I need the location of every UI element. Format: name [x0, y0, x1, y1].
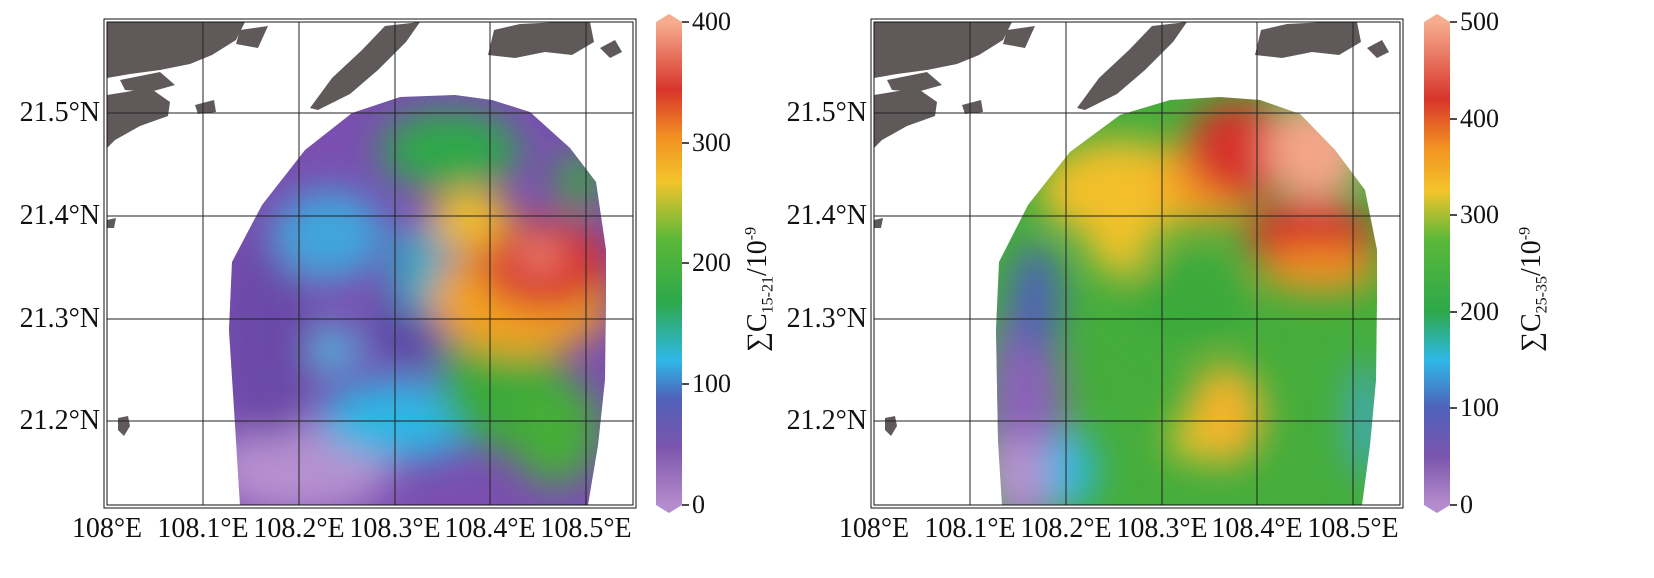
- map-right: [870, 14, 1457, 513]
- coastline-land-left: [107, 22, 622, 436]
- lat-label: 21.4°N: [19, 200, 100, 231]
- colorbar-right-bottom-arrow: [1424, 505, 1450, 513]
- lon-label: 108.4°E: [1211, 513, 1303, 544]
- colorbar-left-bottom-arrow: [656, 505, 682, 513]
- lon-label: 108.4°E: [444, 513, 536, 544]
- colorbar-left-ticks: [682, 21, 689, 506]
- colorbar-right-ticks: [1450, 21, 1457, 506]
- colorbar-tick-label: 200: [692, 248, 731, 277]
- colorbar-left-top-arrow: [656, 14, 682, 22]
- lat-label: 21.3°N: [786, 303, 867, 334]
- lon-label: 108.5°E: [540, 513, 632, 544]
- colorbar-tick-label: 200: [1460, 297, 1499, 326]
- colorbar-tick-label: 0: [692, 490, 705, 519]
- map-panel-right: 21.5°N 21.4°N 21.3°N 21.2°N 108°E 108.1°…: [770, 0, 1654, 578]
- colorbar-tick-label: 0: [1460, 490, 1473, 519]
- lon-label: 108.2°E: [253, 513, 345, 544]
- colorbar-tick-label: 400: [692, 7, 731, 36]
- colorbar-tick-label: 500: [1460, 7, 1499, 36]
- lon-label: 108.3°E: [349, 513, 441, 544]
- colorbar-tick-label: 100: [1460, 393, 1499, 422]
- colorbar-right-top-arrow: [1424, 14, 1450, 22]
- lon-label: 108°E: [838, 513, 910, 544]
- lon-label: 108.1°E: [924, 513, 1016, 544]
- map-grid-right: [874, 22, 1400, 505]
- lon-label: 108.3°E: [1116, 513, 1208, 544]
- lat-label: 21.3°N: [19, 303, 100, 334]
- lat-label: 21.2°N: [19, 405, 100, 436]
- concentration-field-left: [107, 22, 633, 505]
- coastline-land-right: [874, 22, 1389, 436]
- colorbar-tick-label: 100: [692, 369, 731, 398]
- lat-label: 21.5°N: [19, 97, 100, 128]
- lat-label: 21.4°N: [786, 200, 867, 231]
- lat-label: 21.5°N: [786, 97, 867, 128]
- colorbar-right: [1424, 22, 1450, 505]
- lon-label: 108.5°E: [1307, 513, 1399, 544]
- map-left: [103, 14, 689, 513]
- map-frame-right: [870, 18, 1404, 509]
- map-frame-left: [103, 18, 637, 509]
- lon-label: 108°E: [71, 513, 143, 544]
- map-panel-left: 21.5°N 21.4°N 21.3°N 21.2°N 108°E 108.1°…: [0, 0, 800, 578]
- colorbar-tick-label: 300: [692, 128, 731, 157]
- concentration-field-right: [874, 22, 1400, 505]
- lon-label: 108.1°E: [157, 513, 249, 544]
- colorbar-tick-label: 300: [1460, 200, 1499, 229]
- map-grid-left: [107, 22, 633, 505]
- colorbar-tick-label: 400: [1460, 104, 1499, 133]
- lat-label: 21.2°N: [786, 405, 867, 436]
- colorbar-left: [656, 22, 682, 505]
- colorbar-title-right: ∑C25-35/10-9: [1516, 226, 1551, 352]
- lon-label: 108.2°E: [1020, 513, 1112, 544]
